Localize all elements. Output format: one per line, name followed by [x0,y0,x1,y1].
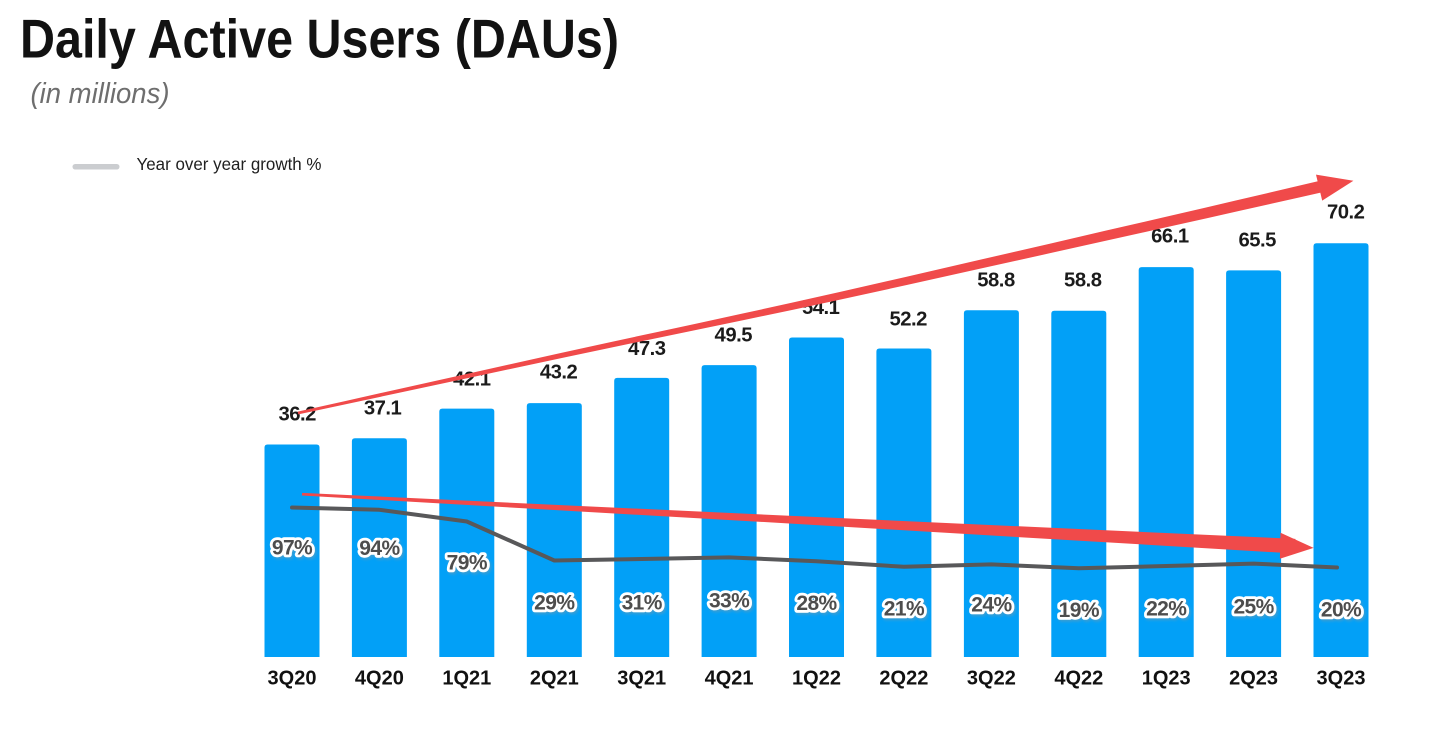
svg-text:1Q22: 1Q22 [792,668,841,690]
svg-text:4Q21: 4Q21 [705,668,754,690]
svg-text:66.1: 66.1 [1151,226,1189,248]
svg-text:2Q22: 2Q22 [879,668,928,690]
svg-text:19%: 19% [1059,599,1100,622]
svg-text:Daily Active Users (DAUs): Daily Active Users (DAUs) [20,8,619,70]
svg-text:2Q21: 2Q21 [530,668,579,690]
svg-text:97%: 97% [272,537,313,560]
svg-text:3Q23: 3Q23 [1317,668,1366,690]
svg-text:1Q23: 1Q23 [1142,668,1191,690]
svg-text:33%: 33% [709,590,750,613]
svg-text:Year over year growth %: Year over year growth % [137,154,322,174]
svg-text:36.2: 36.2 [278,403,316,425]
svg-text:4Q20: 4Q20 [355,668,404,690]
svg-text:58.8: 58.8 [1064,270,1102,292]
svg-text:28%: 28% [796,592,837,615]
svg-text:4Q22: 4Q22 [1054,668,1103,690]
svg-text:49.5: 49.5 [715,325,753,347]
svg-text:70.2: 70.2 [1327,202,1365,224]
svg-text:3Q20: 3Q20 [268,668,317,690]
svg-text:43.2: 43.2 [540,361,578,383]
svg-text:79%: 79% [447,552,488,575]
svg-text:25%: 25% [1233,596,1274,619]
svg-text:21%: 21% [884,598,925,621]
svg-text:1Q21: 1Q21 [442,668,491,690]
svg-text:52.2: 52.2 [889,308,927,330]
svg-text:65.5: 65.5 [1238,229,1276,251]
svg-text:31%: 31% [622,592,663,615]
svg-text:37.1: 37.1 [364,398,402,420]
svg-text:20%: 20% [1321,599,1362,622]
svg-text:22%: 22% [1146,598,1187,621]
svg-text:2Q23: 2Q23 [1229,668,1278,690]
svg-text:24%: 24% [971,594,1012,617]
svg-text:58.8: 58.8 [977,270,1015,292]
svg-text:(in millions): (in millions) [31,78,170,110]
svg-text:94%: 94% [359,537,400,560]
svg-text:29%: 29% [534,592,575,615]
svg-text:3Q21: 3Q21 [617,668,666,690]
svg-text:47.3: 47.3 [628,338,666,360]
svg-text:3Q22: 3Q22 [967,668,1016,690]
